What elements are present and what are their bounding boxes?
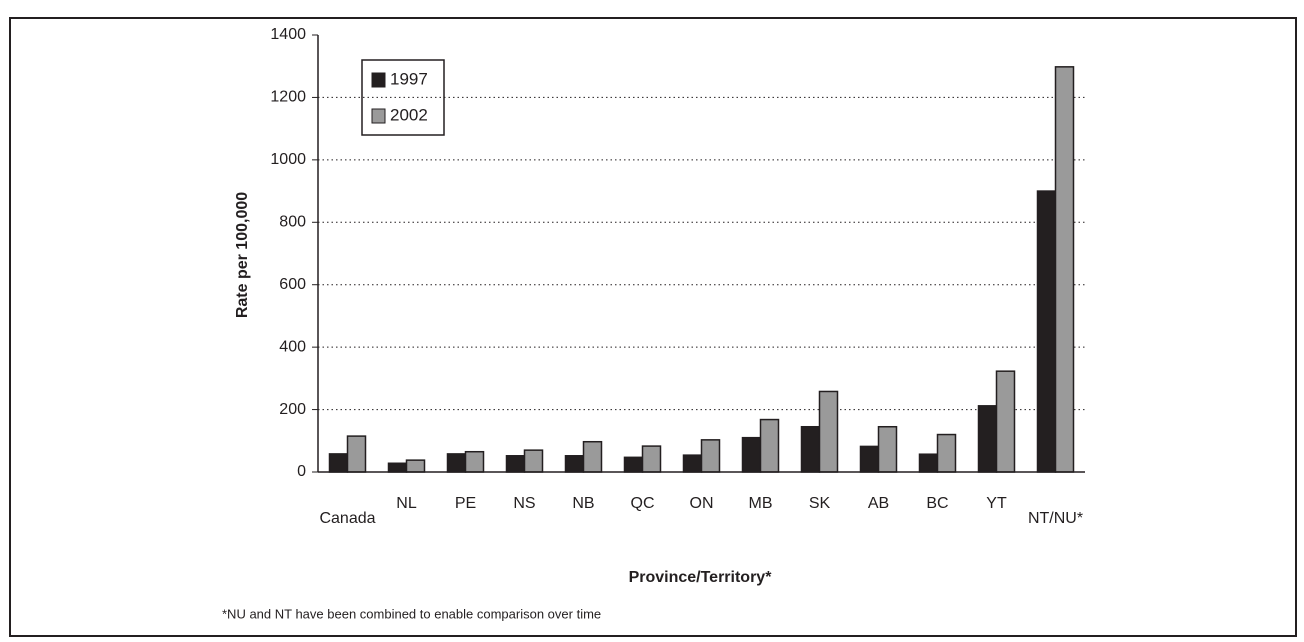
y-tick-label: 1200	[270, 89, 306, 106]
x-tick-label: NT/NU*	[1028, 510, 1083, 527]
frame	[9, 17, 1297, 637]
bar	[741, 436, 762, 473]
bar	[977, 405, 998, 473]
bar	[464, 450, 485, 473]
y-tick-label: 0	[297, 463, 306, 480]
x-tick-label: ON	[690, 495, 714, 512]
bar	[995, 370, 1016, 473]
x-tick-label: NS	[513, 495, 535, 512]
bar	[859, 445, 880, 473]
bar	[623, 456, 644, 473]
x-tick-label: NB	[572, 495, 594, 512]
x-tick-label: NL	[396, 495, 417, 512]
x-tick-label: SK	[809, 495, 831, 512]
x-tick-label: Canada	[319, 510, 375, 527]
bar	[446, 453, 467, 473]
bar	[759, 418, 780, 473]
x-tick-label: YT	[986, 495, 1007, 512]
bar	[346, 435, 367, 473]
bar	[800, 425, 821, 473]
bar	[818, 390, 839, 473]
bar	[564, 455, 585, 473]
legend-swatch	[371, 72, 386, 88]
x-axis-label: Province/Territory*	[629, 569, 773, 586]
bar	[700, 439, 721, 473]
y-axis-label: Rate per 100,000	[234, 192, 251, 318]
y-tick-label: 600	[279, 276, 306, 293]
x-tick-label: QC	[631, 495, 655, 512]
y-tick-label: 1400	[270, 26, 306, 43]
x-tick-label: PE	[455, 495, 476, 512]
bar	[1054, 66, 1075, 473]
x-tick-label: BC	[926, 495, 948, 512]
x-tick-label: MB	[749, 495, 773, 512]
bar	[505, 455, 526, 473]
bar	[582, 440, 603, 473]
bar	[387, 462, 408, 473]
bar	[936, 433, 957, 473]
bar	[918, 453, 939, 473]
y-tick-label: 1000	[270, 151, 306, 168]
legend-swatch	[371, 108, 386, 124]
y-tick-label: 800	[279, 214, 306, 231]
bar	[328, 453, 349, 473]
bar	[1036, 190, 1057, 473]
bar	[877, 425, 898, 473]
y-tick-label: 200	[279, 401, 306, 418]
legend-label: 2002	[390, 105, 428, 124]
bar	[682, 454, 703, 473]
bar	[405, 459, 426, 473]
legend-label: 1997	[390, 69, 428, 88]
bar	[523, 449, 544, 473]
y-tick-label: 400	[279, 338, 306, 355]
footnote: *NU and NT have been combined to enable …	[222, 606, 601, 621]
bar	[641, 445, 662, 473]
x-tick-label: AB	[868, 495, 889, 512]
